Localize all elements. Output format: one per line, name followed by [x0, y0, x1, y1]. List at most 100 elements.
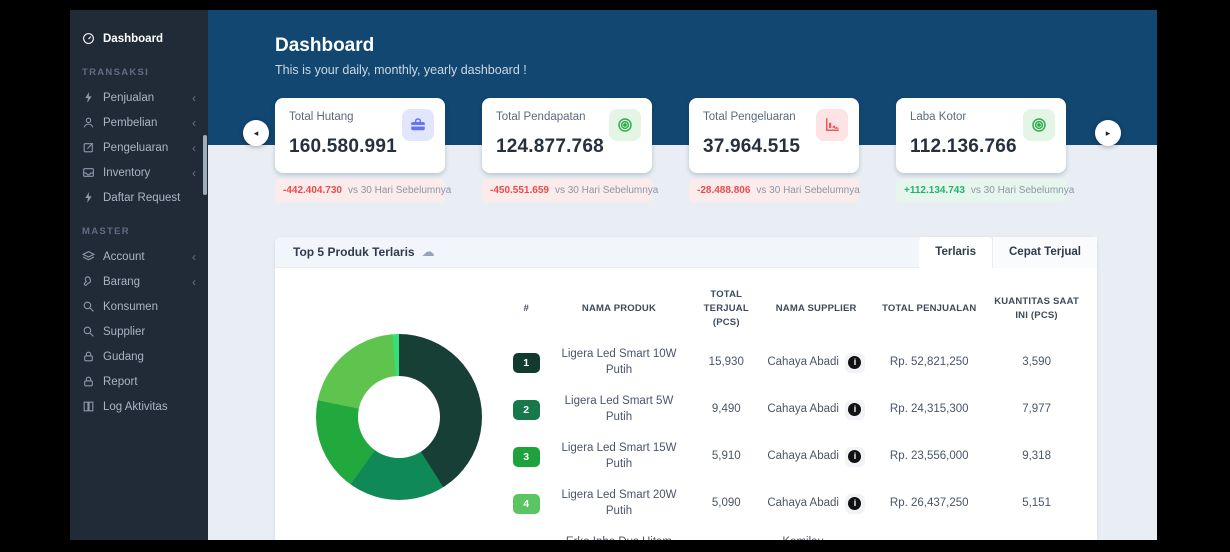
- page-subtitle: This is your daily, monthly, yearly dash…: [275, 63, 527, 77]
- total-sales: Rp. 52,821,250: [889, 356, 969, 369]
- lock-icon: [84, 351, 93, 362]
- donut-chart[interactable]: [316, 334, 482, 500]
- sidebar-item-label: Penjualan: [103, 91, 155, 104]
- supplier-name: Cahaya Abadi: [767, 497, 839, 510]
- col-header-qty: KUANTITAS SAAT INI (PCS): [994, 295, 1079, 321]
- rank-badge: 4: [512, 493, 540, 514]
- sidebar-item-label: Konsumen: [103, 300, 158, 313]
- sidebar-item-daftar-request[interactable]: Daftar Request: [70, 185, 208, 210]
- book-icon: [83, 401, 94, 412]
- sidebar-item-dashboard[interactable]: Dashboard: [70, 26, 208, 51]
- sidebar-item-inventory[interactable]: Inventory ‹: [70, 160, 208, 185]
- stat-cards-row: Total Hutang 160.580.991 -442.404.730 vs…: [275, 98, 1074, 202]
- stat-card-total-pengeluaran: Total Pengeluaran 37.964.515 -28.488.806…: [689, 98, 860, 202]
- inbox-icon: [83, 168, 94, 177]
- delta-compare-label: vs 30 Hari Sebelumnya: [756, 185, 860, 196]
- arrow-right-icon: ▸: [1105, 127, 1111, 138]
- top-products-table: # NAMA PRODUK TOTAL TERJUAL (PCS) NAMA S…: [503, 276, 1083, 540]
- table-row: 3 Ligera Led Smart 15W Putih 5,910 Cahay…: [503, 433, 1083, 480]
- delta-value: -28.488.806: [697, 185, 751, 196]
- current-qty: 9,318: [1022, 450, 1051, 463]
- sidebar-item-account[interactable]: Account ‹: [70, 244, 208, 269]
- search-icon: [83, 301, 94, 312]
- edit-icon: [83, 142, 94, 153]
- chevron-left-icon: ‹: [192, 274, 196, 289]
- current-qty: 5,151: [1022, 497, 1051, 510]
- stat-card-label: Total Pengeluaran: [703, 111, 796, 123]
- total-sold: 15,930: [708, 356, 744, 369]
- stat-card-value: 124.877.768: [496, 136, 604, 157]
- total-sold: 5,090: [711, 497, 741, 510]
- sidebar-item-label: Report: [103, 375, 138, 388]
- total-sales: Rp. 23,556,000: [889, 450, 969, 463]
- tab-cepat-terjual[interactable]: Cepat Terjual: [992, 236, 1097, 268]
- total-sales: Rp. 24,315,300: [889, 403, 969, 416]
- target-icon: [1023, 109, 1055, 141]
- info-icon: i: [848, 403, 862, 417]
- sidebar-item-konsumen[interactable]: Konsumen: [70, 294, 208, 319]
- delta-value: -450.551.659: [490, 185, 549, 196]
- sidebar-item-label: Daftar Request: [103, 191, 181, 204]
- stat-card-delta-strip: -442.404.730 vs 30 Hari Sebelumnya: [275, 179, 451, 202]
- rank-badge: 3: [512, 446, 540, 467]
- stat-card-delta-strip: -450.551.659 vs 30 Hari Sebelumnya: [482, 179, 658, 202]
- delta-value: +112.134.743: [904, 185, 965, 196]
- stat-card-value: 160.580.991: [289, 136, 397, 157]
- stat-card-delta-strip: -28.488.806 vs 30 Hari Sebelumnya: [689, 179, 860, 202]
- delta-compare-label: vs 30 Hari Sebelumnya: [347, 185, 452, 196]
- search-icon: [83, 326, 94, 337]
- delta-compare-label: vs 30 Hari Sebelumnya: [554, 185, 659, 196]
- stat-card-laba-kotor: Laba Kotor 112.136.766 +112.134.743 vs 3…: [896, 98, 1074, 202]
- rank-badge: 2: [512, 399, 540, 420]
- sidebar-item-supplier[interactable]: Supplier: [70, 319, 208, 344]
- stat-card-value: 37.964.515: [703, 136, 801, 157]
- supplier-name: Kemilau Mentari: [767, 535, 839, 540]
- zap-icon: [85, 92, 92, 103]
- delta-compare-label: vs 30 Hari Sebelumnya: [970, 185, 1075, 196]
- chevron-left-icon: ‹: [192, 90, 196, 105]
- supplier-info-button[interactable]: i: [844, 352, 865, 373]
- table-row: 1 Ligera Led Smart 10W Putih 15,930 Caha…: [503, 339, 1083, 386]
- carousel-next-button[interactable]: ▸: [1095, 120, 1121, 146]
- info-icon: i: [848, 450, 862, 464]
- supplier-info-button[interactable]: i: [844, 493, 865, 514]
- sidebar-item-report[interactable]: Report: [70, 369, 208, 394]
- stat-card-total-hutang: Total Hutang 160.580.991 -442.404.730 vs…: [275, 98, 451, 202]
- product-name: Erke Inbo Dus Hitam Bulat Kuping ID-666: [549, 527, 688, 540]
- table-header-row: # NAMA PRODUK TOTAL TERJUAL (PCS) NAMA S…: [503, 276, 1083, 339]
- info-icon: i: [848, 356, 862, 370]
- arrow-left-icon: ◂: [253, 127, 259, 138]
- carousel-prev-button[interactable]: ◂: [243, 120, 269, 146]
- stat-card-value: 112.136.766: [910, 136, 1017, 157]
- supplier-name: Cahaya Abadi: [767, 356, 839, 369]
- supplier-info-button[interactable]: i: [844, 399, 865, 420]
- tab-terlaris[interactable]: Terlaris: [919, 236, 992, 268]
- sidebar-item-pengeluaran[interactable]: Pengeluaran ‹: [70, 135, 208, 160]
- sidebar-item-log-aktivitas[interactable]: Log Aktivitas: [70, 394, 208, 419]
- col-header-rank: #: [523, 302, 529, 314]
- panel-header: Top 5 Produk Terlaris ☁ Terlaris Cepat Te…: [275, 236, 1097, 268]
- sidebar-item-label: Pengeluaran: [103, 141, 169, 154]
- stat-card-label: Total Pendapatan: [496, 111, 586, 123]
- col-header-sold: TOTAL TERJUAL (PCS): [703, 289, 749, 328]
- supplier-info-button[interactable]: i: [844, 446, 865, 467]
- sidebar-scrollbar[interactable]: [203, 135, 207, 195]
- chart-area: [295, 272, 503, 540]
- briefcase-icon: [402, 109, 434, 141]
- stat-card-total-pendapatan: Total Pendapatan 124.877.768 -450.551.65…: [482, 98, 658, 202]
- layers-icon: [82, 251, 95, 261]
- table-row: 2 Ligera Led Smart 5W Putih 9,490 Cahaya…: [503, 386, 1083, 433]
- sidebar: Dashboard TRANSAKSI Penjualan ‹ Pembelia…: [70, 10, 208, 540]
- sidebar-item-label: Log Aktivitas: [103, 400, 168, 413]
- current-qty: 7,977: [1022, 403, 1051, 416]
- sidebar-item-gudang[interactable]: Gudang: [70, 344, 208, 369]
- sidebar-item-barang[interactable]: Barang ‹: [70, 269, 208, 294]
- sidebar-item-pembelian[interactable]: Pembelian ‹: [70, 110, 208, 135]
- stat-card-label: Laba Kotor: [910, 111, 967, 123]
- product-name: Ligera Led Smart 10W Putih: [561, 348, 677, 376]
- col-header-product: NAMA PRODUK: [581, 302, 657, 314]
- sidebar-item-penjualan[interactable]: Penjualan ‹: [70, 85, 208, 110]
- supplier-name: Cahaya Abadi: [767, 403, 839, 416]
- total-sold: 5,910: [711, 450, 741, 463]
- zap-icon: [85, 192, 92, 203]
